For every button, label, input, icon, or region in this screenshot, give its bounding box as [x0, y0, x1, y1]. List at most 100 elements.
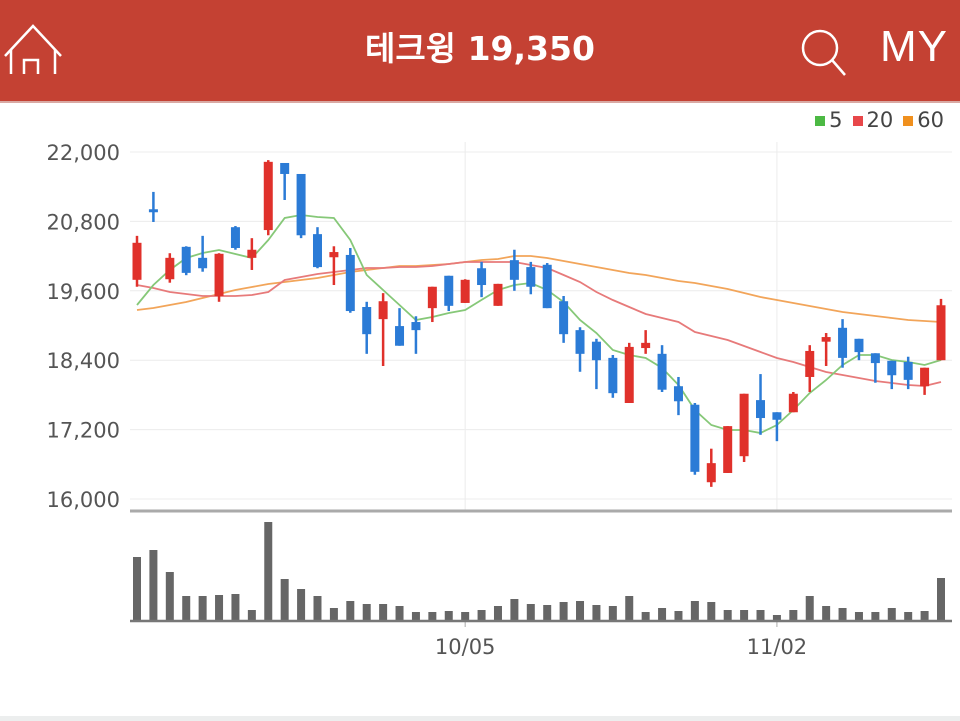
volume-bar	[723, 610, 732, 621]
volume-bar	[543, 605, 552, 621]
app-header: 테크윙 19,350 MY	[0, 0, 960, 103]
volume-bar	[329, 608, 338, 621]
candle-up	[214, 253, 224, 297]
volume-bar	[313, 596, 322, 621]
candle-up	[132, 242, 142, 280]
candle-up	[739, 393, 749, 457]
volume-bar	[247, 610, 256, 621]
candle-down	[903, 361, 913, 380]
volume-bar	[428, 612, 437, 621]
candle-down	[509, 260, 519, 280]
candle-down	[887, 360, 897, 376]
candle-down	[296, 173, 306, 236]
volume-bar	[625, 596, 634, 621]
candle-down	[362, 306, 372, 335]
candle-down	[542, 264, 552, 309]
candle-up	[641, 342, 651, 349]
volume-bar	[477, 610, 486, 621]
volume-bar	[493, 606, 502, 621]
candle-down	[657, 353, 667, 390]
candle-down	[345, 254, 355, 312]
y-tick-label: 20,800	[47, 210, 120, 234]
volume-bar	[822, 606, 831, 621]
legend-item-ma5: 5	[815, 108, 843, 132]
candle-up	[165, 257, 175, 280]
volume-bar	[198, 596, 207, 621]
volume-bar	[395, 606, 404, 621]
ma5-line	[136, 214, 942, 434]
candle-down	[559, 301, 569, 335]
home-icon[interactable]	[2, 22, 64, 78]
volume-bar	[526, 604, 535, 621]
volume-bar	[658, 608, 667, 621]
volume-bar	[674, 611, 683, 621]
candle-up	[821, 337, 831, 342]
volume-bar	[871, 612, 880, 621]
candle-down	[690, 404, 700, 472]
ma20-line	[136, 261, 942, 387]
volume-bar	[740, 610, 749, 621]
candle-up	[723, 426, 733, 473]
volume-bar	[920, 611, 929, 621]
volume-bar	[215, 595, 224, 621]
volume-bar	[182, 596, 191, 621]
volume-bar	[838, 608, 847, 621]
volume-bar	[937, 578, 945, 621]
volume-bar	[149, 550, 158, 621]
y-tick-label: 17,200	[47, 419, 120, 443]
volume-bar	[756, 610, 765, 621]
volume-bar	[297, 589, 306, 621]
candle-up	[247, 249, 257, 258]
candle-up	[920, 367, 930, 387]
volume-bar	[379, 604, 388, 621]
candle-down	[870, 353, 880, 364]
candle-up	[805, 350, 815, 377]
candle-down	[854, 338, 864, 353]
ma60-line	[136, 255, 942, 323]
volume-bar	[789, 610, 798, 621]
candle-down	[608, 357, 618, 394]
candle-down	[181, 246, 191, 273]
x-tick-label: 11/02	[747, 635, 808, 659]
volume-bar	[608, 606, 617, 621]
candle-down	[477, 268, 487, 286]
volume-bar	[641, 612, 650, 621]
candle-up	[493, 283, 503, 306]
candle-down	[280, 162, 290, 174]
candle-down	[591, 341, 601, 361]
legend-item-ma20: 20	[852, 108, 893, 132]
volume-bar	[133, 557, 141, 621]
candle-down	[230, 227, 240, 249]
volume-bar	[592, 605, 601, 621]
chart-legend: 5 20 60	[815, 108, 944, 132]
candle-up	[263, 161, 273, 231]
candle-up	[788, 393, 798, 413]
candle-down	[772, 412, 782, 420]
volume-bar	[854, 612, 863, 621]
y-tick-label: 19,600	[47, 280, 120, 304]
volume-bar	[576, 601, 585, 621]
volume-bar	[690, 601, 699, 621]
volume-bar	[805, 596, 814, 621]
volume-bar	[231, 594, 240, 621]
volume-bar	[280, 579, 289, 621]
my-button[interactable]: MY	[880, 22, 948, 71]
candle-up	[936, 305, 946, 361]
candle-up	[624, 346, 634, 403]
volume-bar	[510, 599, 519, 621]
candle-down	[756, 400, 766, 419]
candle-up	[460, 279, 470, 303]
candle-down	[312, 234, 322, 268]
y-tick-label: 22,000	[47, 141, 120, 165]
search-icon[interactable]	[798, 26, 850, 78]
volume-bar	[165, 572, 174, 621]
volume-bar	[772, 615, 781, 621]
candle-up	[706, 463, 716, 483]
volume-bar	[264, 522, 273, 621]
candle-down	[444, 275, 454, 306]
page-title: 테크윙 19,350	[365, 29, 595, 68]
legend-item-ma60: 60	[903, 108, 944, 132]
candle-down	[838, 327, 848, 358]
volume-bar	[346, 601, 355, 621]
